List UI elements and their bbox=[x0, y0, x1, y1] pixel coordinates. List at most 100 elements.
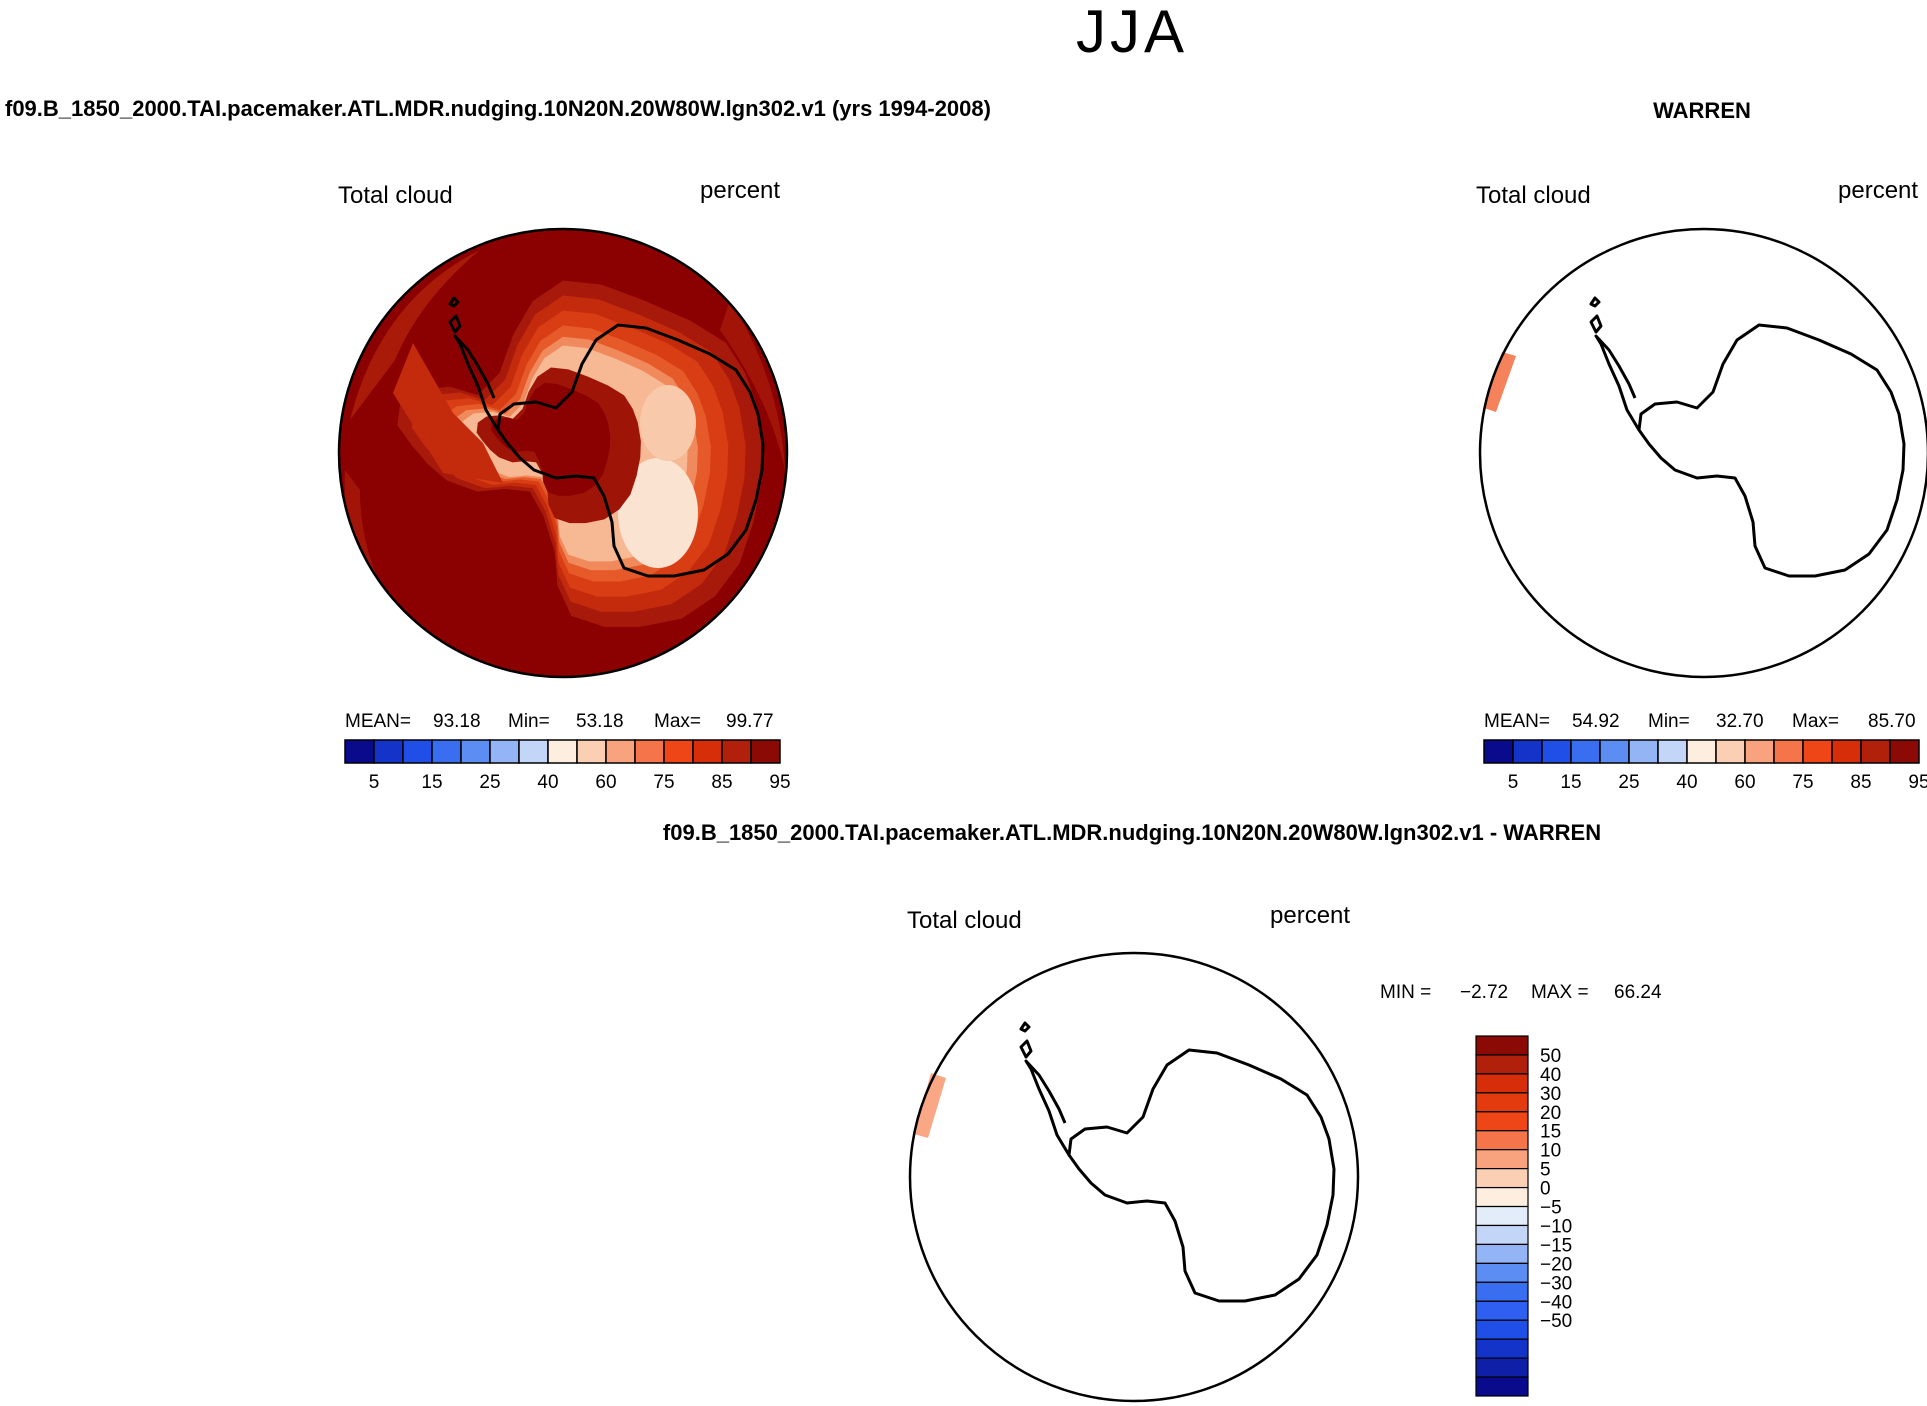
colorbar-obs-swatch bbox=[1889, 739, 1920, 764]
diff-min-label: MIN = bbox=[1380, 982, 1431, 1003]
panel-model-variable: Total cloud bbox=[338, 182, 453, 209]
diff-field-background bbox=[910, 953, 1358, 1401]
panel-model-border bbox=[337, 227, 789, 679]
panel-diff-map bbox=[910, 953, 1358, 1401]
colorbar-obs-swatch bbox=[1628, 739, 1659, 764]
panel-diff-units: percent bbox=[1270, 902, 1350, 929]
colorbar-diff-swatch bbox=[1475, 1262, 1529, 1283]
colorbar-diff-tick-label: −15 bbox=[1540, 1235, 1572, 1256]
panel-diff-variable: Total cloud bbox=[907, 907, 1022, 934]
colorbar-obs-tick-label: 15 bbox=[1560, 772, 1581, 793]
colorbar-model-swatch bbox=[518, 739, 549, 764]
colorbar-obs-swatch bbox=[1744, 739, 1775, 764]
colorbar-model-swatch bbox=[460, 739, 491, 764]
diff-min-value: −2.72 bbox=[1460, 982, 1508, 1003]
colorbar-obs-swatch bbox=[1715, 739, 1746, 764]
colorbar-obs-tick-label: 25 bbox=[1618, 772, 1639, 793]
model-field-east-low-2 bbox=[640, 385, 696, 461]
panel-diff-stats: MIN = −2.72 MAX = 66.24 bbox=[1380, 982, 1662, 1003]
left-case-title: f09.B_1850_2000.TAI.pacemaker.ATL.MDR.nu… bbox=[5, 96, 991, 121]
colorbar-diff-tick-label: 50 bbox=[1540, 1046, 1561, 1067]
colorbar-obs-swatch bbox=[1483, 739, 1514, 764]
colorbar-model-tick-label: 75 bbox=[653, 772, 674, 793]
colorbar-diff-swatch bbox=[1475, 1073, 1529, 1094]
colorbar-model-tick-label: 60 bbox=[595, 772, 616, 793]
diff-field-patch bbox=[914, 1073, 946, 1138]
panel-diff-border bbox=[908, 951, 1360, 1403]
colorbar-obs-tick-label: 5 bbox=[1508, 772, 1519, 793]
colorbar-model-tick-label: 95 bbox=[769, 772, 790, 793]
colorbar-diff-swatch bbox=[1475, 1111, 1529, 1132]
panel-model-units: percent bbox=[700, 177, 780, 204]
colorbar-model-swatch bbox=[663, 739, 694, 764]
panel-obs-stats: MEAN= 54.92 Min= 32.70 Max= 85.70 bbox=[1484, 711, 1916, 732]
diff-max-label: MAX = bbox=[1531, 982, 1589, 1003]
colorbar-diff-swatch bbox=[1475, 1054, 1529, 1075]
colorbar-diff-tick-label: 0 bbox=[1540, 1179, 1551, 1200]
colorbar-obs-swatch bbox=[1773, 739, 1804, 764]
obs-mean-value: 54.92 bbox=[1572, 711, 1620, 732]
colorbar-diff-tick-label: −50 bbox=[1540, 1311, 1572, 1332]
colorbar-obs-swatch bbox=[1802, 739, 1833, 764]
colorbar-diff-swatch bbox=[1475, 1186, 1529, 1208]
model-field-ocean-band-sw bbox=[344, 470, 400, 620]
panel-obs-variable: Total cloud bbox=[1476, 182, 1591, 209]
colorbar-diff-swatch bbox=[1475, 1281, 1529, 1302]
panel-obs-units: percent bbox=[1838, 177, 1918, 204]
colorbar-model-swatch bbox=[692, 739, 723, 764]
panel-obs-map bbox=[1480, 229, 1927, 677]
obs-mean-label: MEAN= bbox=[1484, 711, 1550, 732]
model-max-value: 99.77 bbox=[726, 711, 774, 732]
colorbar-obs-swatch bbox=[1831, 739, 1862, 764]
colorbar-diff-swatch bbox=[1475, 1092, 1529, 1113]
colorbar-model-tick-label: 85 bbox=[711, 772, 732, 793]
colorbar-model-swatch bbox=[750, 739, 781, 764]
colorbar-diff-tick-label: 20 bbox=[1540, 1103, 1561, 1124]
model-mean-value: 93.18 bbox=[433, 711, 481, 732]
colorbar-diff-tick-label: 30 bbox=[1540, 1084, 1561, 1105]
colorbar-model-swatch bbox=[431, 739, 462, 764]
colorbar-model-tick-label: 40 bbox=[537, 772, 558, 793]
colorbar-obs-swatch bbox=[1570, 739, 1601, 764]
colorbar-diff-swatch bbox=[1475, 1035, 1529, 1056]
obs-max-label: Max= bbox=[1792, 711, 1839, 732]
colorbar-obs-swatch bbox=[1541, 739, 1572, 764]
colorbar-obs-tick-label: 95 bbox=[1908, 772, 1927, 793]
panel-model-map bbox=[339, 229, 787, 677]
colorbar-diff-swatch bbox=[1475, 1338, 1529, 1359]
colorbar-diff-swatch bbox=[1475, 1130, 1529, 1151]
model-min-value: 53.18 bbox=[576, 711, 624, 732]
model-field-east-low bbox=[618, 458, 698, 568]
colorbar-model-swatch bbox=[402, 739, 433, 764]
colorbar-obs-swatch bbox=[1860, 739, 1891, 764]
colorbar-model: 5 15 25 40 60 75 85 95 bbox=[344, 739, 791, 793]
colorbar-diff-tick-label: 10 bbox=[1540, 1141, 1561, 1162]
model-field-ocean-band-ne bbox=[720, 300, 785, 470]
colorbar-diff-tick-label: −30 bbox=[1540, 1273, 1572, 1294]
obs-min-value: 32.70 bbox=[1716, 711, 1764, 732]
colorbar-diff-tick-label: −40 bbox=[1540, 1292, 1572, 1313]
diff-max-value: 66.24 bbox=[1614, 982, 1662, 1003]
colorbar-obs-swatch bbox=[1657, 739, 1688, 764]
colorbar-model-swatch bbox=[344, 739, 375, 764]
obs-field-background bbox=[1480, 229, 1927, 677]
model-field-west-band bbox=[393, 343, 503, 483]
colorbar-obs: 5 15 25 40 60 75 85 95 bbox=[1483, 739, 1927, 793]
panel-model-stats: MEAN= 93.18 Min= 53.18 Max= 99.77 bbox=[345, 711, 774, 732]
obs-field-patch bbox=[1484, 352, 1516, 412]
colorbar-diff-swatch bbox=[1475, 1168, 1529, 1189]
colorbar-model-swatch bbox=[634, 739, 665, 764]
right-case-title: WARREN bbox=[1653, 98, 1751, 123]
model-mean-label: MEAN= bbox=[345, 711, 411, 732]
colorbar-obs-swatch bbox=[1686, 739, 1717, 764]
colorbar-diff-tick-label: −20 bbox=[1540, 1254, 1572, 1275]
colorbar-diff-tick-label: −10 bbox=[1540, 1216, 1572, 1237]
colorbar-model-tick-label: 5 bbox=[369, 772, 380, 793]
colorbar-diff-swatch bbox=[1475, 1319, 1529, 1340]
colorbar-diff-swatch bbox=[1475, 1357, 1529, 1378]
panel-obs-border bbox=[1478, 227, 1927, 679]
colorbar-diff-tick-label: −5 bbox=[1540, 1198, 1562, 1219]
model-min-label: Min= bbox=[508, 711, 550, 732]
